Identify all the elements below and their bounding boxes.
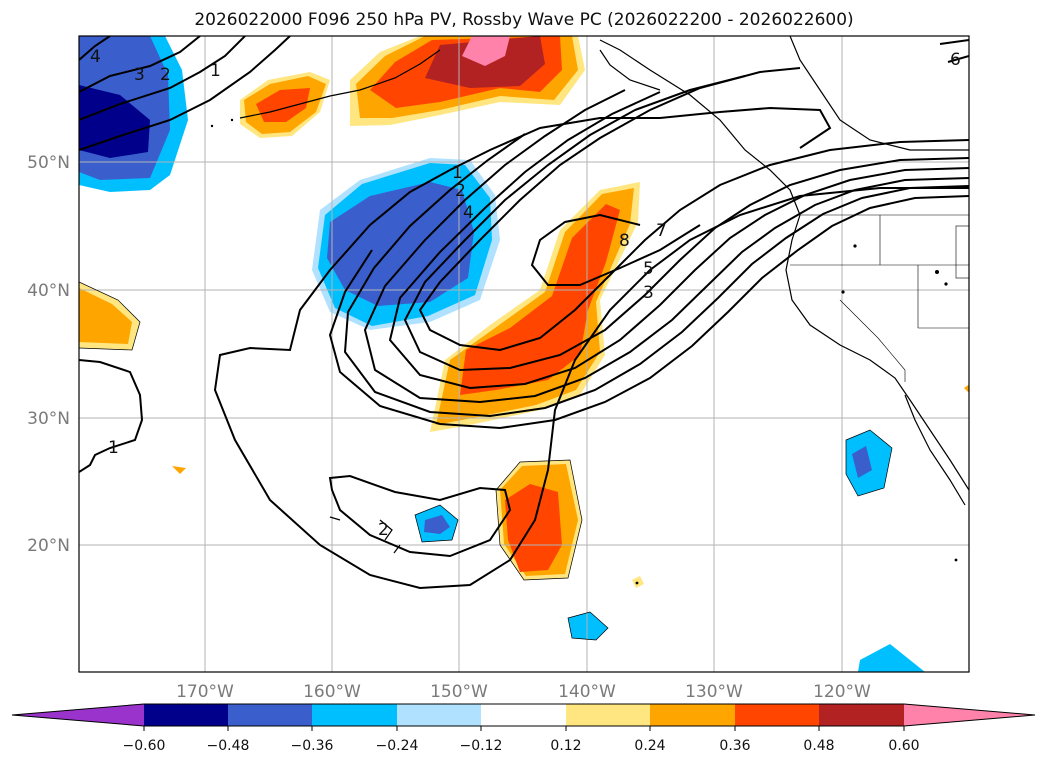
pos-anomaly-aleutian [240, 72, 330, 138]
neg-anomaly-central [312, 158, 500, 330]
colorbar-tick-label: 0.48 [803, 738, 834, 754]
colorbar-tick-label: −0.60 [123, 738, 166, 754]
colorbar-segment [819, 704, 904, 726]
colorbar-tick-label: −0.36 [291, 738, 334, 754]
lon-label: 160°W [303, 682, 361, 702]
colorbar-tick-label: 0.36 [719, 738, 750, 754]
lon-label: 170°W [176, 682, 234, 702]
map-frame [78, 35, 970, 673]
neg-anomaly-nw [79, 36, 188, 192]
colorbar-extend-min [12, 704, 144, 726]
lon-label: 140°W [558, 682, 616, 702]
lon-label: 130°W [685, 682, 743, 702]
colorbar-segment [481, 704, 566, 726]
lat-label: 40°N [27, 281, 70, 301]
contour-label: 3 [643, 283, 654, 303]
lon-labels: 170°W 160°W 150°W 140°W 130°W 120°W [176, 682, 871, 702]
pos-anomaly-north [350, 36, 585, 126]
pos-anomaly-subtropical [496, 460, 582, 580]
colorbar-tick-label: 0.60 [888, 738, 919, 754]
contour-label: 5 [643, 259, 654, 279]
figure-title: 2026022000 F096 250 hPa PV, Rossby Wave … [194, 10, 853, 30]
colorbar-tick-label: −0.12 [460, 738, 503, 754]
colorbar-segment [397, 704, 481, 726]
state-borders [790, 214, 969, 382]
colorbar-tick-label: −0.48 [207, 738, 250, 754]
colorbar-segment [312, 704, 397, 726]
contour-label: 2 [378, 520, 389, 540]
contour-label: 1 [210, 61, 221, 81]
lat-label: 30°N [27, 409, 70, 429]
contours [79, 36, 969, 590]
colorbar-tick-label: −0.24 [376, 738, 419, 754]
colorbar-segment [228, 704, 312, 726]
colorbar-extend-max [904, 704, 1035, 726]
map-area: 4 3 2 1 1 2 4 8 7 5 3 1 2 6 [79, 36, 969, 672]
colorbar-segment [650, 704, 735, 726]
contour-label: 4 [90, 47, 101, 67]
pos-anomaly-west [79, 282, 140, 350]
colorbar-segment [144, 704, 228, 726]
lat-label: 50°N [27, 153, 70, 173]
coastlines [239, 36, 969, 554]
colorbar-tick-label: 0.24 [634, 738, 665, 754]
coast-features [210, 118, 958, 585]
colorbar [11, 703, 1036, 731]
neg-anomaly-small [172, 384, 969, 672]
contour-label: 3 [134, 65, 145, 85]
lon-label: 150°W [430, 682, 488, 702]
contour-label: 6 [950, 50, 961, 70]
graticule [79, 36, 969, 672]
colorbar-tick-label: 0.12 [550, 738, 581, 754]
colorbar-segment [735, 704, 819, 726]
contour-label: 7 [656, 221, 667, 241]
anomaly-outlines [79, 281, 893, 641]
lon-label: 120°W [813, 682, 871, 702]
contour-label: 8 [619, 231, 630, 251]
contour-label: 2 [160, 65, 171, 85]
contour-label: 1 [452, 163, 463, 183]
colorbar-segment [566, 704, 650, 726]
contour-label: 4 [463, 203, 474, 223]
contour-label: 2 [455, 181, 466, 201]
colorbar-ticks: −0.60 −0.48 −0.36 −0.24 −0.12 0.12 0.24 … [123, 738, 920, 754]
lat-labels: 50°N 40°N 30°N 20°N [27, 153, 70, 556]
lat-label: 20°N [27, 536, 70, 556]
contour-label: 1 [108, 438, 119, 458]
contour-labels: 4 3 2 1 1 2 4 8 7 5 3 1 2 6 [90, 47, 961, 540]
